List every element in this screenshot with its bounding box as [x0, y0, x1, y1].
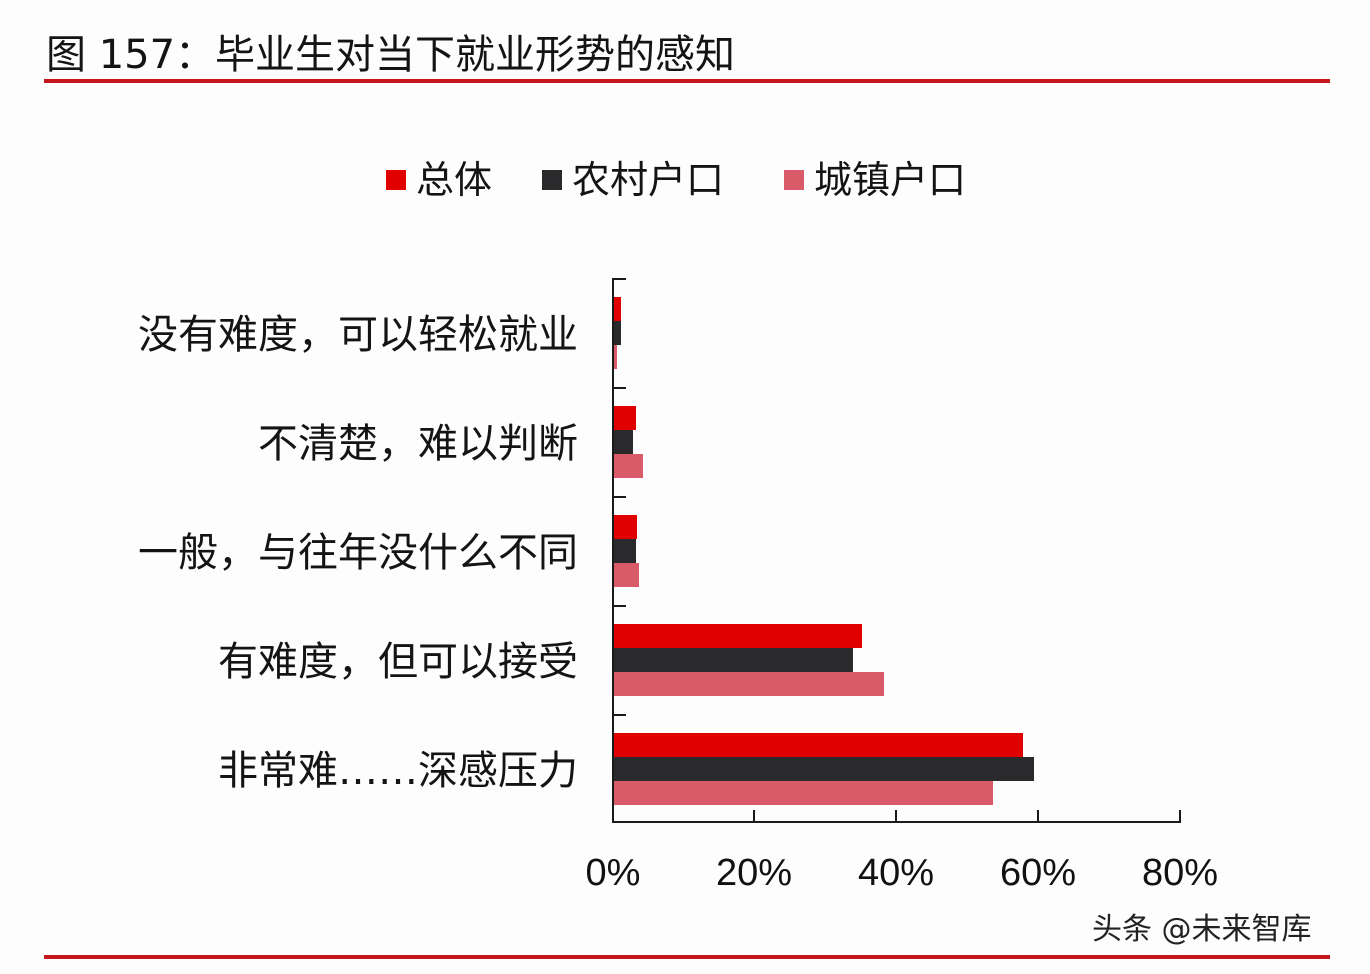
y-tick: [613, 387, 626, 389]
legend-label-total: 总体: [416, 158, 493, 202]
bar-rural: [614, 430, 634, 454]
x-tick-label: 0%: [585, 852, 641, 894]
category-label: 非常难……深感压力: [218, 748, 578, 794]
legend-swatch-total: [386, 170, 406, 190]
legend-swatch-rural: [542, 170, 562, 190]
legend-label-rural: 农村户口: [572, 158, 725, 202]
watermark: 头条 @未来智库: [1092, 912, 1312, 947]
bar-total: [614, 733, 1023, 757]
y-axis: [612, 278, 614, 823]
x-axis: [612, 821, 1181, 823]
x-tick-label: 80%: [1141, 852, 1219, 894]
x-tick-label: 20%: [715, 852, 793, 894]
y-tick: [613, 278, 626, 280]
x-tick: [1179, 810, 1181, 822]
footer-rule: [44, 955, 1330, 959]
category-label: 不清楚，难以判断: [258, 421, 578, 467]
legend-item-urban: 城镇户口: [784, 156, 966, 204]
x-tick-label: 40%: [857, 852, 935, 894]
y-tick: [613, 496, 626, 498]
legend-item-total: 总体: [386, 156, 492, 204]
category-label: 一般，与往年没什么不同: [138, 530, 578, 576]
chart-title: 图 157：毕业生对当下就业形势的感知: [46, 32, 736, 78]
bar-total: [614, 624, 863, 648]
bar-urban: [614, 345, 617, 369]
bar-rural: [614, 321, 622, 345]
bar-urban: [614, 781, 994, 805]
legend-label-urban: 城镇户口: [814, 158, 967, 202]
y-tick: [613, 714, 626, 716]
bar-rural: [614, 648, 853, 672]
y-tick: [613, 605, 626, 607]
legend: 总体 农村户口 城镇户口: [0, 156, 1370, 206]
bar-total: [614, 406, 636, 430]
bar-urban: [614, 563, 639, 587]
x-tick: [895, 810, 897, 822]
bar-urban: [614, 454, 644, 478]
bar-rural: [614, 757, 1034, 781]
category-label: 没有难度，可以轻松就业: [138, 312, 578, 358]
bar-total: [614, 515, 637, 539]
legend-item-rural: 农村户口: [542, 156, 724, 204]
x-tick-label: 60%: [999, 852, 1077, 894]
bar-urban: [614, 672, 885, 696]
bar-total: [614, 297, 622, 321]
legend-swatch-urban: [784, 170, 804, 190]
x-tick: [753, 810, 755, 822]
bar-rural: [614, 539, 636, 563]
title-rule: [44, 79, 1330, 83]
x-tick: [1037, 810, 1039, 822]
category-label: 有难度，但可以接受: [218, 639, 578, 685]
